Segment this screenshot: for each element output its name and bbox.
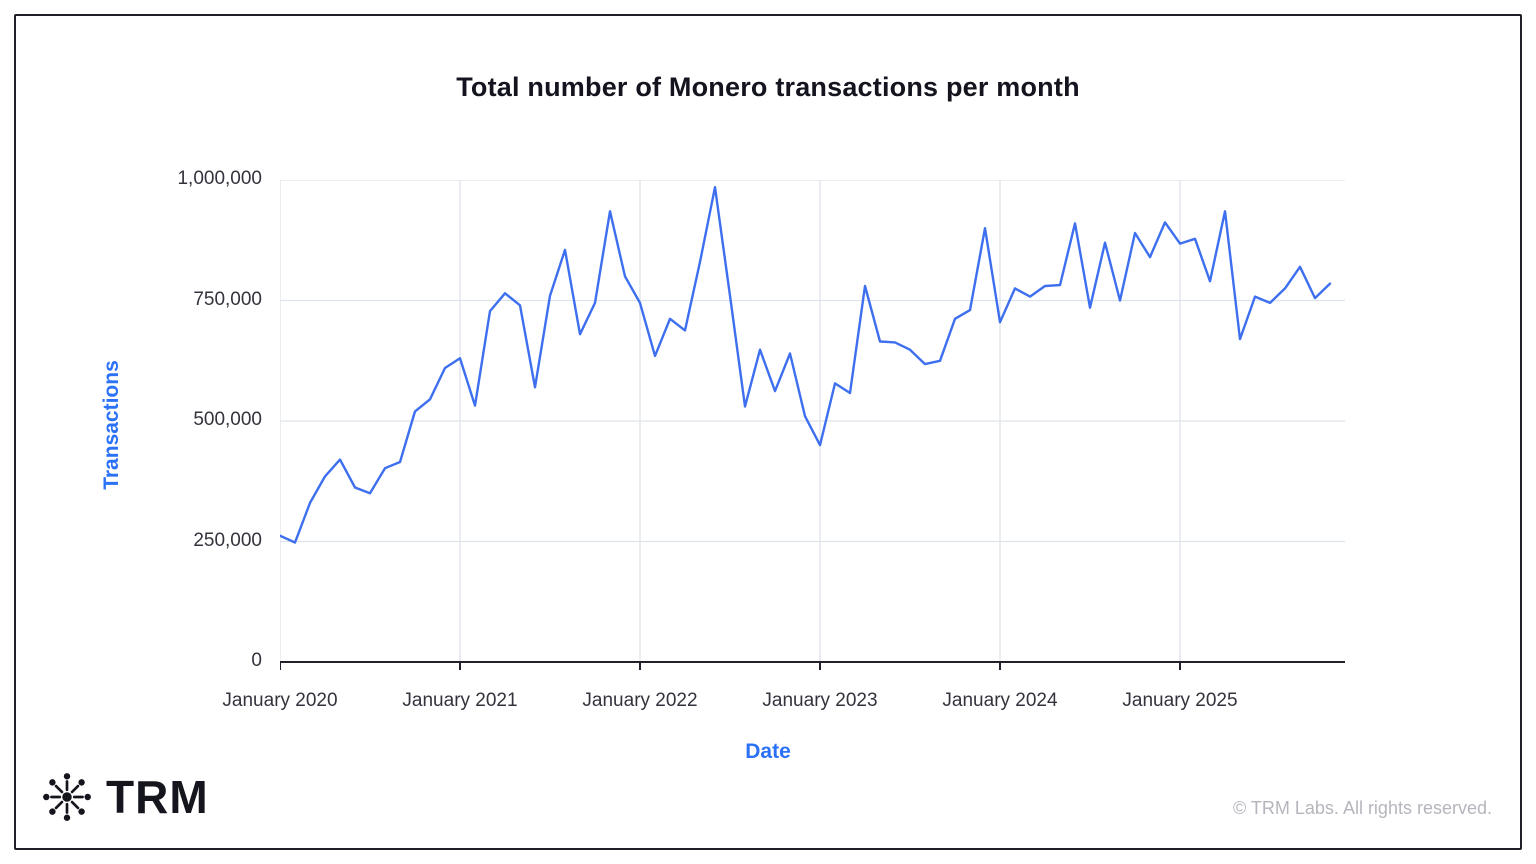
x-axis-label: Date bbox=[745, 740, 791, 763]
chart-title: Total number of Monero transactions per … bbox=[456, 72, 1080, 102]
x-tick-label: January 2020 bbox=[222, 690, 338, 711]
x-tick-label: January 2021 bbox=[402, 690, 518, 711]
x-tick-label: January 2023 bbox=[762, 690, 878, 711]
y-tick-label: 250,000 bbox=[193, 529, 262, 551]
trm-logo-icon bbox=[43, 773, 91, 821]
y-tick-label: 500,000 bbox=[193, 409, 262, 430]
trm-logo: TRM bbox=[38, 768, 209, 826]
y-tick-label: 0 bbox=[251, 650, 262, 671]
y-tick-label: 1,000,000 bbox=[177, 168, 262, 189]
transactions-line bbox=[280, 185, 1332, 544]
x-tick-label: January 2022 bbox=[582, 690, 698, 711]
x-tick-label: January 2025 bbox=[1122, 690, 1238, 711]
chart-plot-area bbox=[280, 180, 1345, 670]
x-tick-label: January 2024 bbox=[942, 690, 1058, 711]
y-tick-label: 750,000 bbox=[193, 288, 262, 310]
trm-logo-text: TRM bbox=[106, 771, 209, 823]
copyright-text: © TRM Labs. All rights reserved. bbox=[1232, 798, 1492, 818]
